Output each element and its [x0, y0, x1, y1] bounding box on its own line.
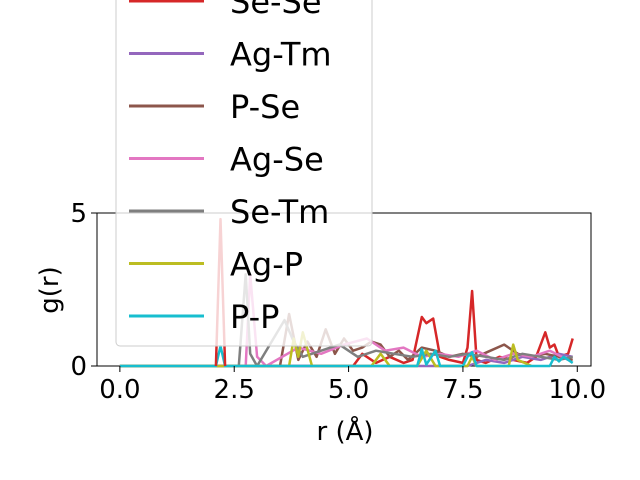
x-tick-label: 10.0 — [548, 375, 606, 405]
x-tick-label: 2.5 — [214, 375, 255, 405]
y-tick-label: 5 — [70, 199, 87, 229]
legend-label: Ag-P — [230, 246, 303, 284]
y-axis: 05 — [70, 199, 97, 382]
legend-label: Se-Se — [230, 0, 322, 21]
y-tick-label: 0 — [70, 352, 87, 382]
x-tick-label: 7.5 — [442, 375, 483, 405]
legend-label: P-Se — [230, 88, 300, 126]
series-line-se-se — [119, 289, 574, 368]
x-tick-label: 0.0 — [99, 375, 140, 405]
series-layer — [119, 217, 574, 368]
x-axis: 0.0 2.5 5.0 7.5 10.0 — [99, 366, 606, 405]
legend-label: Ag-Se — [230, 141, 324, 179]
legend-label: P-P — [230, 298, 279, 336]
y-axis-label: g(r) — [35, 266, 65, 313]
legend-label: Se-Tm — [230, 193, 329, 231]
legend-label: Ag-Tm — [230, 36, 332, 74]
x-axis-label: r (Å) — [316, 415, 373, 447]
legend-box — [115, 0, 373, 347]
legend: Se-Se Ag-Tm P-Se Ag-Se Se-Tm Ag-P P-P — [115, 0, 373, 347]
x-tick-label: 5.0 — [328, 375, 369, 405]
